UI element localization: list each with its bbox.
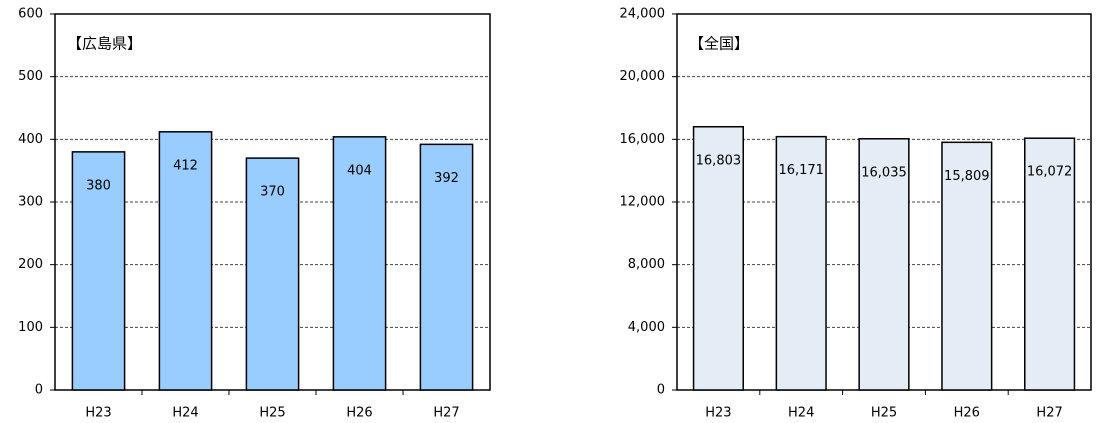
bar <box>71 151 126 391</box>
bar <box>245 157 300 391</box>
y-tick-label: 24,000 <box>620 7 666 22</box>
y-tick-label: 4,000 <box>628 320 665 335</box>
y-tick-label: 16,000 <box>620 132 666 147</box>
value-label: 380 <box>86 178 111 193</box>
x-tick-label: H27 <box>1036 406 1062 421</box>
y-tick-label: 300 <box>18 195 43 210</box>
y-tick-label: 600 <box>18 7 43 22</box>
y-tick-label: 20,000 <box>620 69 666 84</box>
value-label: 370 <box>260 185 285 200</box>
value-label: 15,809 <box>944 169 990 184</box>
y-tick-label: 0 <box>35 383 43 398</box>
bar <box>858 138 910 391</box>
bar <box>692 126 744 391</box>
value-label: 392 <box>434 171 459 186</box>
x-tick-label: H25 <box>259 406 285 421</box>
x-tick-label: H26 <box>346 406 372 421</box>
value-label: 404 <box>347 163 372 178</box>
y-tick-label: 400 <box>18 132 43 147</box>
value-label: 412 <box>173 158 198 173</box>
value-label: 16,803 <box>696 153 742 168</box>
y-tick-label: 0 <box>657 383 665 398</box>
y-tick-label: 200 <box>18 257 43 272</box>
y-tick-label: 8,000 <box>628 257 665 272</box>
bar <box>419 143 474 391</box>
y-tick-label: 100 <box>18 320 43 335</box>
value-label: 16,171 <box>778 163 824 178</box>
x-tick-label: H23 <box>85 406 111 421</box>
x-tick-label: H24 <box>172 406 198 421</box>
x-tick-label: H24 <box>788 406 814 421</box>
value-label: 16,035 <box>861 165 907 180</box>
value-label: 16,072 <box>1027 165 1073 180</box>
chart-title: 【全国】 <box>689 35 749 53</box>
y-tick-label: 12,000 <box>620 195 666 210</box>
bar <box>941 141 993 391</box>
x-tick-label: H25 <box>871 406 897 421</box>
bar <box>1024 137 1076 391</box>
y-tick-label: 500 <box>18 69 43 84</box>
x-tick-label: H23 <box>705 406 731 421</box>
x-tick-label: H26 <box>954 406 980 421</box>
bar <box>332 136 387 391</box>
chart-title: 【広島県】 <box>67 35 142 53</box>
x-tick-label: H27 <box>433 406 459 421</box>
bar <box>775 135 827 391</box>
bar <box>158 131 213 391</box>
